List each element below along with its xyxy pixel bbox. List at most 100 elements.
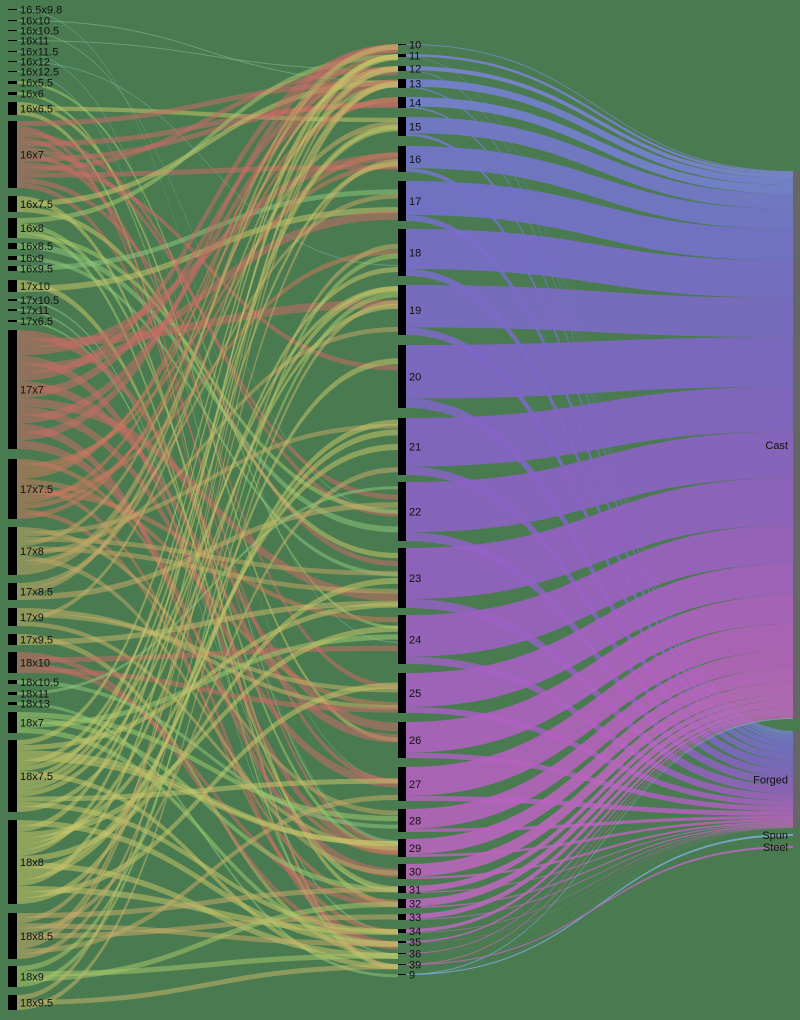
sankey-node[interactable]: 9 [398,970,415,982]
node-bar[interactable] [398,809,406,832]
node-bar[interactable] [8,121,17,188]
sankey-node[interactable]: 34 [398,926,421,938]
sankey-node[interactable]: 18x10 [8,652,50,673]
node-bar[interactable] [398,229,406,276]
sankey-node[interactable]: 17x11 [8,305,49,317]
node-bar[interactable] [398,615,406,664]
node-bar[interactable] [8,266,17,271]
sankey-node[interactable]: 16x11 [8,36,49,48]
node-bar[interactable] [8,320,17,322]
sankey-node[interactable]: 18 [398,229,421,276]
node-bar[interactable] [398,914,406,920]
sankey-node[interactable]: 33 [398,912,421,924]
sankey-node[interactable]: 17x8 [8,527,44,575]
node-bar[interactable] [8,330,17,449]
node-bar[interactable] [8,92,17,95]
sankey-node[interactable]: 18x9.5 [8,995,53,1010]
sankey-node[interactable]: 12 [398,64,421,76]
sankey-node[interactable]: 16x12 [8,57,50,69]
sankey-node[interactable]: 11 [398,51,420,63]
node-bar[interactable] [8,196,17,212]
sankey-node[interactable]: 17x8.5 [8,583,53,600]
node-bar[interactable] [398,953,406,954]
node-bar[interactable] [8,913,17,959]
sankey-node[interactable]: 17x7 [8,330,44,449]
node-bar[interactable] [8,9,17,10]
sankey-node[interactable]: 16x5.5 [8,78,53,90]
node-bar[interactable] [8,81,17,84]
node-bar[interactable] [398,722,406,758]
node-bar[interactable] [398,941,406,943]
node-bar[interactable] [398,767,406,801]
sankey-node[interactable]: 18x13 [8,699,50,711]
sankey-node[interactable]: 16x6 [8,89,44,101]
sankey-node[interactable]: 18x8.5 [8,913,53,959]
node-bar[interactable] [8,583,17,600]
sankey-node[interactable]: 25 [398,673,421,713]
node-bar[interactable] [398,482,406,541]
node-bar[interactable] [8,966,17,987]
node-bar[interactable] [398,345,406,408]
node-bar[interactable] [398,864,406,879]
sankey-node[interactable]: Cast [765,171,800,719]
sankey-node[interactable]: 16.5x9.8 [8,5,62,17]
sankey-node[interactable]: Steel [763,842,800,854]
sankey-node[interactable]: 17 [398,181,421,221]
node-bar[interactable] [398,97,406,108]
sankey-node[interactable]: 16 [398,146,421,172]
sankey-node[interactable]: 39 [398,960,421,972]
node-bar[interactable] [398,44,406,45]
node-bar[interactable] [793,834,800,836]
node-bar[interactable] [8,459,17,519]
node-bar[interactable] [8,740,17,812]
node-bar[interactable] [398,929,406,933]
sankey-node[interactable]: 17x10 [8,280,50,293]
node-bar[interactable] [8,995,17,1010]
node-bar[interactable] [8,608,17,626]
sankey-node[interactable]: 16x12.5 [8,67,59,79]
sankey-node[interactable]: 17x9.5 [8,634,53,647]
sankey-node[interactable]: 16x8 [8,218,44,238]
node-bar[interactable] [793,171,800,719]
sankey-node[interactable]: 21 [398,418,421,475]
node-bar[interactable] [8,61,17,62]
node-bar[interactable] [398,886,406,893]
node-bar[interactable] [8,634,17,645]
node-bar[interactable] [8,30,17,31]
node-bar[interactable] [793,846,800,848]
sankey-node[interactable]: 18x7 [8,712,44,733]
sankey-node[interactable]: 17x6.5 [8,316,53,328]
node-bar[interactable] [8,309,17,311]
sankey-node[interactable]: 30 [398,864,421,879]
sankey-node[interactable]: 19 [398,285,421,335]
node-bar[interactable] [398,117,406,136]
sankey-node[interactable]: 16x9 [8,253,44,265]
sankey-node[interactable]: 24 [398,615,421,664]
node-bar[interactable] [398,673,406,713]
sankey-node[interactable]: 35 [398,937,421,949]
sankey-node[interactable]: 17x9 [8,608,44,626]
sankey-node[interactable]: Spun [762,830,800,842]
sankey-node[interactable]: 32 [398,899,421,911]
sankey-node[interactable]: 10 [398,40,421,52]
sankey-node[interactable]: 26 [398,722,421,758]
node-bar[interactable] [398,548,406,608]
node-bar[interactable] [8,243,17,249]
node-bar[interactable] [793,731,800,828]
node-bar[interactable] [398,974,406,975]
node-bar[interactable] [8,702,17,705]
sankey-node[interactable]: 16x10 [8,16,50,28]
sankey-node[interactable]: 16x8.5 [8,241,53,253]
node-bar[interactable] [8,218,17,238]
node-bar[interactable] [8,299,17,301]
node-bar[interactable] [8,256,17,260]
node-bar[interactable] [398,899,406,908]
node-bar[interactable] [8,71,17,72]
node-bar[interactable] [8,280,17,292]
sankey-node[interactable]: 13 [398,79,421,91]
sankey-node[interactable]: 22 [398,482,421,541]
node-bar[interactable] [8,102,17,115]
sankey-node[interactable]: 18x9 [8,966,44,987]
sankey-node[interactable]: 16x6.5 [8,102,53,116]
node-bar[interactable] [8,652,17,673]
